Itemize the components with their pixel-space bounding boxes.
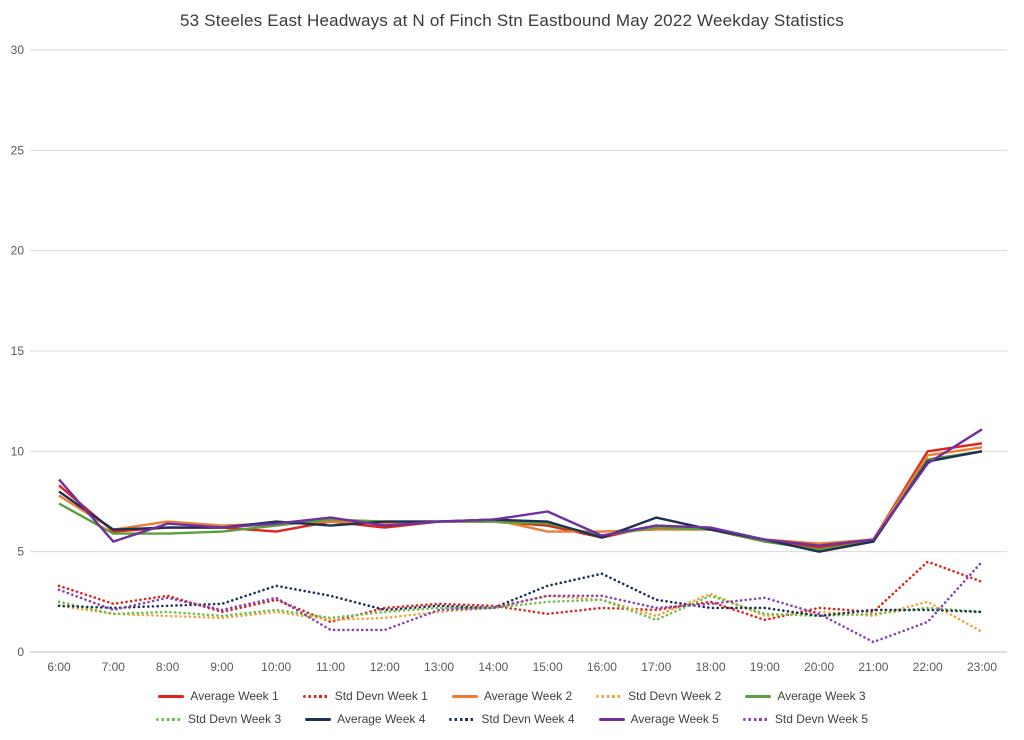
- y-tick-label: 25: [11, 143, 25, 157]
- legend-item-std-devn-week-5: Std Devn Week 5: [742, 712, 869, 726]
- x-tick-label: 6:00: [47, 660, 71, 674]
- legend-label: Average Week 3: [777, 689, 866, 703]
- y-tick-label: 5: [17, 545, 24, 559]
- x-tick-label: 10:00: [261, 660, 291, 674]
- legend-label: Average Week 2: [483, 689, 573, 703]
- series-line-average-week-4: [58, 450, 983, 553]
- x-tick-label: 17:00: [641, 660, 671, 674]
- x-tick-label: 14:00: [478, 660, 508, 674]
- series-line-average-week-2: [58, 446, 983, 545]
- legend-label: Std Devn Week 2: [628, 689, 722, 703]
- x-tick-label: 8:00: [156, 660, 180, 674]
- legend-dotted-line-icon: [155, 717, 182, 721]
- legend-label: Average Week 4: [337, 712, 426, 726]
- x-tick-label: 18:00: [696, 660, 726, 674]
- y-tick-label: 15: [11, 344, 25, 358]
- x-tick-label: 23:00: [967, 660, 997, 674]
- x-tick-label: 15:00: [533, 660, 563, 674]
- legend-item-average-week-1: Average Week 1: [158, 689, 279, 703]
- x-tick-label: 16:00: [587, 660, 617, 674]
- legend-dotted-line-icon: [596, 694, 623, 698]
- legend-row-1: Average Week 1 Std Devn Week 1 Average Wee…: [158, 689, 866, 703]
- y-tick-label: 10: [11, 444, 25, 458]
- legend-dotted-line-icon: [449, 717, 476, 721]
- legend-item-std-devn-week-1: Std Devn Week 1: [302, 689, 428, 703]
- legend-label: Std Devn Week 4: [481, 712, 575, 726]
- x-tick-label: 12:00: [370, 660, 400, 674]
- legend-dotted-line-icon: [742, 717, 769, 721]
- x-tick-label: 7:00: [102, 660, 126, 674]
- legend-solid-line-icon: [305, 717, 332, 721]
- legend-item-average-week-4: Average Week 4: [305, 712, 425, 726]
- legend-solid-line-icon: [158, 694, 185, 698]
- legend-item-std-devn-week-4: Std Devn Week 4: [449, 712, 575, 726]
- legend-item-average-week-2: Average Week 2: [451, 689, 573, 703]
- x-tick-label: 11:00: [316, 660, 345, 674]
- x-tick-label: 13:00: [424, 660, 454, 674]
- y-tick-label: 0: [17, 645, 24, 659]
- legend-solid-line-icon: [451, 694, 478, 698]
- legend-item-average-week-5: Average Week 5: [598, 712, 719, 726]
- series-line-std-devn-week-4: [57, 572, 984, 618]
- x-tick-label: 22:00: [913, 660, 943, 674]
- series-line-std-devn-week-3: [57, 594, 984, 622]
- y-tick-label: 20: [11, 244, 25, 258]
- series-line-std-devn-week-5: [57, 560, 984, 644]
- x-tick-label: 19:00: [750, 660, 780, 674]
- x-tick-label: 21:00: [858, 660, 888, 674]
- series-line-std-devn-week-1: [57, 560, 984, 624]
- legend-label: Std Devn Week 1: [334, 689, 428, 703]
- series-line-average-week-3: [58, 450, 983, 551]
- legend-solid-line-icon: [598, 717, 625, 721]
- chart-title: 53 Steeles East Headways at N of Finch S…: [180, 11, 844, 30]
- x-tick-label: 20:00: [804, 660, 834, 674]
- legend-row-2: Std Devn Week 3 Average Week 4 Std Devn We…: [155, 712, 869, 726]
- legend-label: Std Devn Week 5: [774, 712, 869, 726]
- legend-item-std-devn-week-3: Std Devn Week 3: [155, 712, 282, 726]
- series-line-std-devn-week-2: [57, 592, 984, 634]
- series-line-average-week-5: [58, 428, 983, 547]
- headways-line-chart: 0 5 10 15 20 25 30 6:00 7:00 8:00 9:00 10:00 11:00 12…: [11, 43, 1007, 674]
- legend-label: Average Week 5: [630, 712, 719, 726]
- legend-label: Average Week 1: [190, 689, 279, 703]
- legend-item-std-devn-week-2: Std Devn Week 2: [596, 689, 721, 703]
- y-tick-label: 30: [11, 43, 25, 57]
- chart-legend: Average Week 1 Std Devn Week 1 Average Wee…: [0, 689, 1024, 726]
- legend-item-average-week-3: Average Week 3: [745, 689, 866, 703]
- legend-solid-line-icon: [745, 694, 772, 698]
- legend-dotted-line-icon: [302, 694, 329, 698]
- x-tick-label: 9:00: [210, 660, 234, 674]
- legend-label: Std Devn Week 3: [187, 712, 282, 726]
